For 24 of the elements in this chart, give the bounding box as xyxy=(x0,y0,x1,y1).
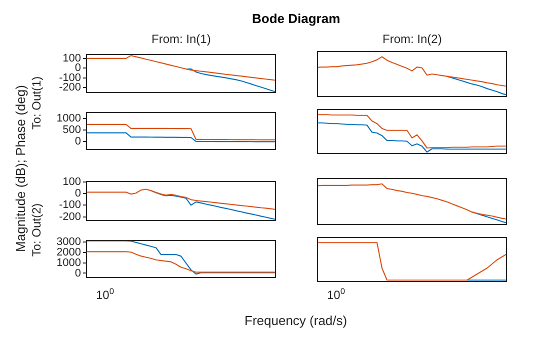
text: 10$^{0}$ xyxy=(96,286,114,302)
y-tick-label: -200 xyxy=(58,210,81,223)
y-tick-label: 0 xyxy=(74,267,81,280)
chart-subtitle: From: In(1) xyxy=(152,32,211,46)
y-tick-label: 1000 xyxy=(56,112,81,124)
y-tick-label: 0 xyxy=(74,188,81,200)
y-tick-label: 3000 xyxy=(56,236,81,248)
x-axis-title: Frequency (rad/s) xyxy=(244,312,348,328)
y-tick-label: 1000 xyxy=(56,256,81,269)
y-tick-label: -100 xyxy=(58,72,81,84)
y-tick-label: -100 xyxy=(58,199,81,212)
y-axis-title: To: Out(1) xyxy=(29,76,44,130)
y-axis-title: To: Out(2) xyxy=(29,203,44,257)
chart-title: Bode Diagram xyxy=(252,10,340,26)
text: 10$^{0}$ xyxy=(327,286,346,302)
text: Magnitude (dB); Phase (deg) xyxy=(12,84,28,252)
chart-subtitle: From: In(2) xyxy=(382,32,442,46)
y-tick-label: -200 xyxy=(58,82,81,94)
y-tick-label: 500 xyxy=(62,124,81,136)
y-tick-label: 2000 xyxy=(56,246,81,258)
y-tick-label: 0 xyxy=(74,62,81,74)
y-tick-label: 100 xyxy=(62,52,81,64)
y-tick-label: 100 xyxy=(62,176,81,188)
y-tick-label: 0 xyxy=(74,136,81,148)
